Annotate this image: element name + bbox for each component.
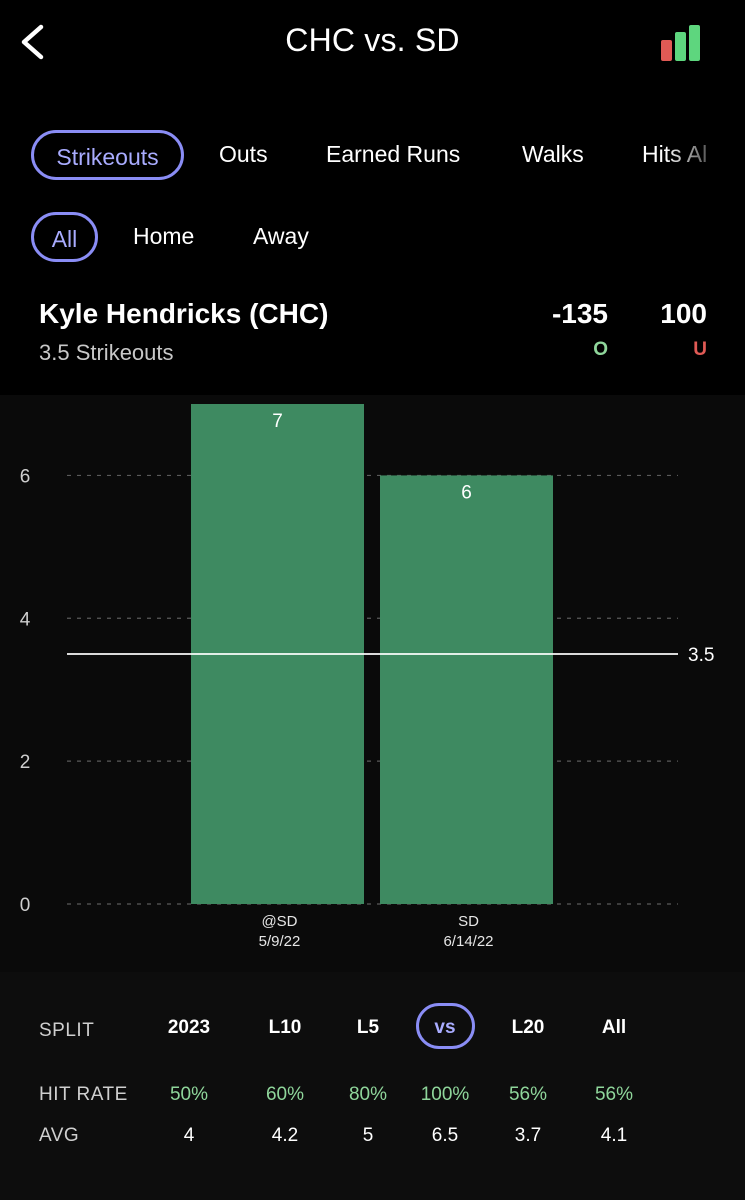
- filter-away[interactable]: Away: [253, 223, 309, 249]
- tab-earned-runs[interactable]: Earned Runs: [326, 141, 461, 167]
- under-label: U: [693, 339, 707, 360]
- split-l10[interactable]: L10: [268, 1017, 302, 1038]
- bar-value-label: 6: [461, 482, 472, 503]
- split-all[interactable]: All: [601, 1017, 627, 1038]
- stat-tabs: Strikeouts Outs Earned Runs Walks Hits A…: [30, 130, 745, 180]
- strikeouts-chart: 0 2 4 6 7 @SD 5/9/22 6 SD 6/14/22 3.5: [0, 395, 745, 972]
- avg-l5: 5: [362, 1125, 374, 1146]
- split-vs[interactable]: vs: [434, 1017, 456, 1038]
- bar-value-label: 7: [272, 411, 283, 432]
- tab-strikeouts[interactable]: Strikeouts: [31, 130, 184, 180]
- split-l20[interactable]: L20: [511, 1017, 545, 1038]
- split-2023[interactable]: 2023: [167, 1017, 211, 1038]
- split-panel: [0, 972, 745, 1200]
- under-odds[interactable]: 100: [660, 298, 707, 329]
- avg-all: 4.1: [600, 1125, 628, 1146]
- x-category-label: @SD: [261, 913, 297, 930]
- hit-rate-l10: 60%: [265, 1084, 305, 1105]
- filter-all[interactable]: All: [31, 212, 98, 262]
- filter-home[interactable]: Home: [133, 223, 195, 249]
- y-tick-label: 6: [20, 466, 31, 487]
- avg-2023: 4: [183, 1125, 195, 1146]
- avg-l20: 3.7: [514, 1125, 542, 1146]
- bar-chart-icon[interactable]: [660, 24, 702, 62]
- y-tick-label: 0: [20, 895, 31, 916]
- prop-line: 3.5 Strikeouts: [39, 340, 174, 365]
- hit-rate-2023: 50%: [169, 1084, 209, 1105]
- hit-rate-all: 56%: [594, 1084, 634, 1105]
- over-label: O: [593, 339, 608, 360]
- hit-rate-l5: 80%: [348, 1084, 388, 1105]
- tab-walks[interactable]: Walks: [522, 141, 584, 167]
- chevron-left-icon[interactable]: [14, 22, 54, 62]
- bar: [380, 475, 553, 904]
- y-tick-label: 4: [20, 609, 31, 630]
- page-title: CHC vs. SD: [285, 22, 460, 58]
- split-row-label: SPLIT: [39, 1020, 95, 1041]
- x-category-label: 6/14/22: [443, 933, 493, 950]
- avg-label: AVG: [39, 1125, 80, 1146]
- hit-rate-l20: 56%: [508, 1084, 548, 1105]
- reference-line-label: 3.5: [688, 645, 714, 666]
- split-active-indicator: [416, 1003, 475, 1049]
- over-odds[interactable]: -135: [551, 298, 608, 329]
- player-name: Kyle Hendricks (CHC): [39, 298, 329, 329]
- x-category-label: SD: [458, 913, 479, 930]
- x-category-label: 5/9/22: [259, 933, 301, 950]
- chart-background: [0, 395, 745, 972]
- avg-vs: 6.5: [431, 1125, 459, 1146]
- avg-l10: 4.2: [271, 1125, 299, 1146]
- hit-rate-vs: 100%: [420, 1084, 470, 1105]
- hit-rate-label: HIT RATE: [39, 1084, 128, 1105]
- split-l5[interactable]: L5: [356, 1017, 380, 1038]
- tab-hits-allowed[interactable]: Hits Al: [642, 141, 708, 167]
- tab-outs[interactable]: Outs: [219, 141, 268, 167]
- y-tick-label: 2: [20, 752, 31, 773]
